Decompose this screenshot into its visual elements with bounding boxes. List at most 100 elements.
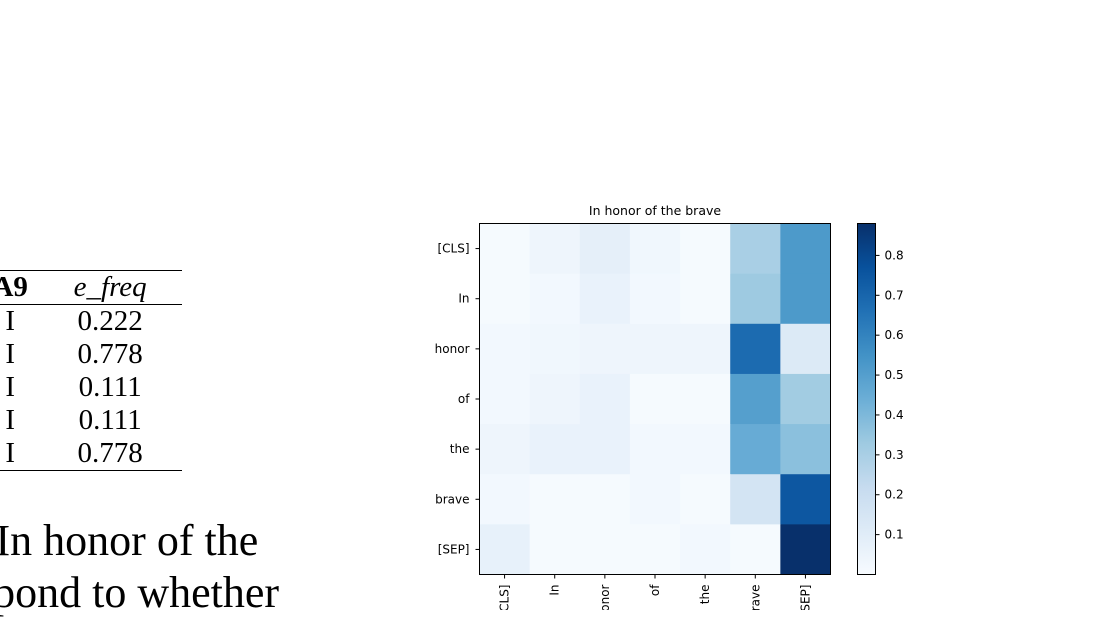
heatmap-cell	[579, 373, 631, 425]
heatmap-cell	[629, 273, 681, 325]
heatmap-cell	[680, 424, 731, 475]
table-cell: I	[0, 437, 39, 471]
x-tick-label: of	[648, 584, 662, 596]
body-text-line: “In honor of the	[0, 516, 259, 565]
heatmap-cell	[479, 424, 531, 475]
x-tick-label: the	[698, 585, 712, 605]
heatmap-cell	[529, 273, 581, 325]
table-cell: 0.111	[78, 371, 142, 403]
colorbar-tick-label: 0.7	[885, 288, 904, 302]
y-tick-label: of	[458, 392, 470, 406]
y-tick-label: the	[450, 442, 470, 456]
heatmap-cell	[730, 223, 781, 275]
colorbar-tick-label: 0.2	[885, 488, 904, 502]
heatmap-cell	[629, 524, 681, 575]
heatmap-cell	[629, 424, 681, 475]
table-row: I 0.778	[0, 338, 182, 371]
x-tick-label: brave	[748, 585, 762, 611]
colorbar-tick-label: 0.8	[885, 248, 904, 262]
heatmap-cell	[730, 424, 781, 475]
heatmap-cell	[479, 524, 531, 575]
heatmap-cell	[629, 474, 681, 525]
heatmap-cell	[579, 524, 631, 575]
heatmap-cells	[479, 223, 831, 575]
heatmap-cell	[529, 474, 581, 525]
heatmap-cell	[680, 223, 731, 275]
colorbar-tick-label: 0.6	[885, 328, 904, 342]
paper-body-text: “In honor of the spond to whether	[0, 515, 279, 619]
heatmap-cell	[780, 424, 831, 475]
heatmap-cell	[780, 323, 831, 375]
heatmap-cell	[730, 373, 781, 425]
table-cell: I	[5, 338, 15, 370]
heatmap-cell	[680, 323, 731, 375]
table-cell: 0.778	[38, 437, 182, 471]
heatmap-cell	[579, 323, 631, 375]
column-header-a9: A9	[0, 270, 39, 305]
colorbar-tick-label: 0.3	[885, 448, 904, 462]
colorbar-ticks: 0.1 0.2 0.3 0.4 0.5 0.6 0.7 0.8	[875, 248, 904, 542]
body-text-line: spond to whether	[0, 568, 280, 617]
heatmap-cell	[479, 223, 531, 275]
heatmap-cell	[780, 223, 831, 275]
table-cell: I	[5, 305, 15, 337]
heatmap-cell	[529, 323, 581, 375]
heatmap-cell	[780, 373, 831, 425]
table-row: I 0.111	[0, 371, 182, 404]
y-tick-label: [CLS]	[437, 242, 469, 256]
heatmap-cell	[479, 323, 531, 375]
table-row: I 0.111	[0, 404, 182, 437]
heatmap-cell	[680, 373, 731, 425]
heatmap-cell	[730, 323, 781, 375]
colorbar-tick-label: 0.4	[885, 408, 904, 422]
table-header-row: A9 e_freq	[0, 270, 182, 305]
heatmap-cell	[680, 474, 731, 525]
heatmap-cell	[629, 323, 681, 375]
heatmap-cell	[680, 273, 731, 325]
colorbar-tick-label: 0.5	[885, 368, 904, 382]
y-tick-label: brave	[435, 492, 469, 506]
x-tick-label: In	[548, 585, 562, 596]
table-cell: I	[5, 371, 15, 403]
heatmap-row-labels: [CLS] In honor of the brave [SEP]	[435, 242, 480, 556]
heatmap-cell	[479, 273, 531, 325]
heatmap-cell	[680, 524, 731, 575]
heatmap-cell	[730, 474, 781, 525]
x-tick-label: honor	[598, 584, 612, 610]
heatmap-cell	[579, 424, 631, 475]
heatmap-cell	[629, 223, 681, 275]
colorbar-tick-label: 0.1	[885, 528, 904, 542]
heatmap-cell	[579, 474, 631, 525]
heatmap-cell	[579, 223, 631, 275]
chart-title: In honor of the brave	[589, 203, 721, 218]
heatmap-col-labels: [CLS] In honor of the brave [SEP]	[498, 574, 812, 611]
table-cell: 0.111	[78, 404, 142, 436]
heatmap-cell	[780, 524, 831, 575]
table-cell: 0.778	[77, 338, 143, 370]
heatmap-cell	[479, 373, 531, 425]
heatmap-cell	[529, 223, 581, 275]
heatmap-cell	[730, 273, 781, 325]
table-cell: 0.222	[77, 305, 143, 337]
heatmap-cell	[730, 524, 781, 575]
y-tick-label: In	[458, 292, 469, 306]
heatmap-cell	[780, 273, 831, 325]
column-header-e-freq: e_freq	[38, 270, 182, 305]
heatmap-cell	[479, 474, 531, 525]
y-tick-label: [SEP]	[438, 542, 470, 556]
y-tick-label: honor	[435, 342, 470, 356]
heatmap-cell	[780, 474, 831, 525]
heatmap-cell	[579, 273, 631, 325]
heatmap-cell	[529, 424, 581, 475]
colorbar	[857, 223, 876, 575]
heatmap-cell	[529, 373, 581, 425]
heatmap-cell	[529, 524, 581, 575]
table-row: I 0.778	[0, 437, 182, 471]
x-tick-label: [CLS]	[498, 585, 512, 611]
table-cell: I	[5, 404, 15, 436]
heatmap-cell	[629, 373, 681, 425]
table-row: I 0.222	[0, 305, 182, 339]
x-tick-label: [SEP]	[798, 585, 812, 611]
